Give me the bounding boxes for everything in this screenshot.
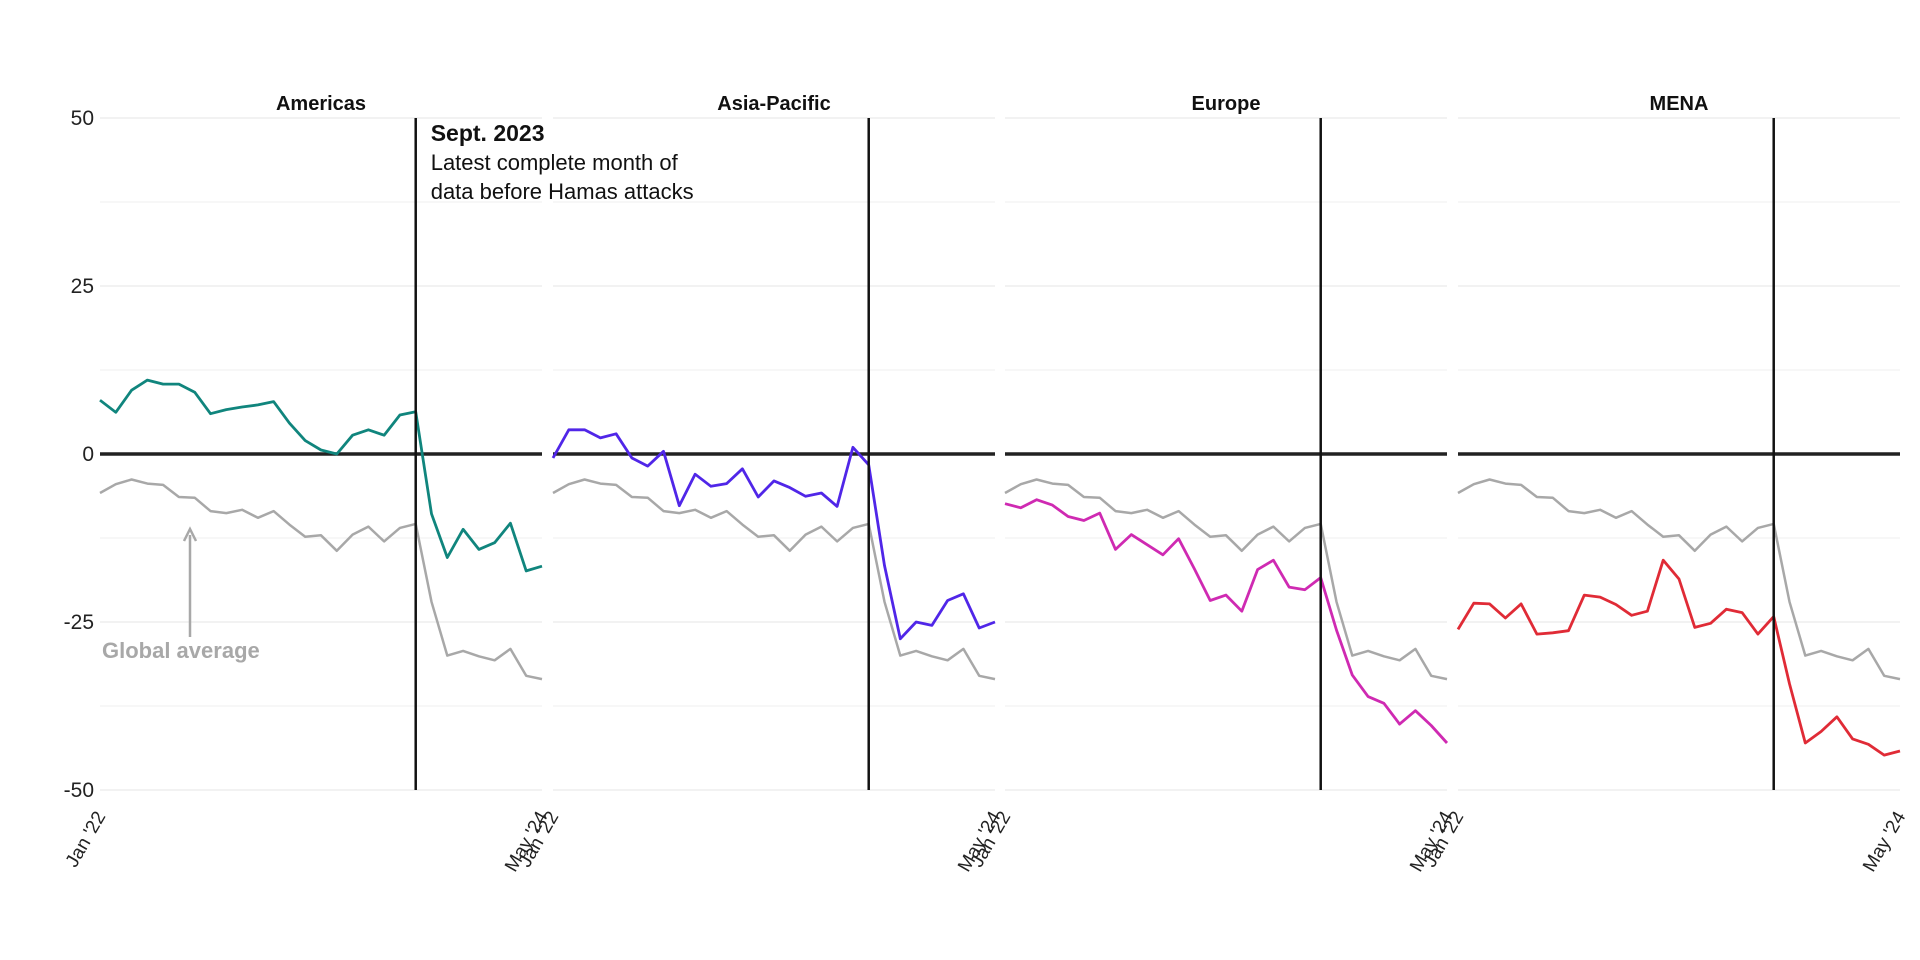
- marker-annotation-title: Sept. 2023: [431, 120, 545, 146]
- global-average-line: [1457, 478, 1901, 681]
- panel-title: Europe: [1192, 93, 1261, 115]
- x-tick-label: May '24: [1859, 808, 1910, 876]
- series-line: [99, 378, 543, 573]
- panel-title: MENA: [1650, 93, 1709, 115]
- series-line: [551, 428, 996, 641]
- series-line: [1004, 498, 1449, 744]
- y-tick-label: -25: [64, 611, 94, 634]
- y-tick-label: 25: [71, 275, 94, 298]
- y-tick-label: 50: [71, 107, 94, 130]
- global-average-label: Global average: [102, 638, 260, 663]
- x-tick-label: Jan '22: [62, 808, 111, 871]
- marker-annotation-text: data before Hamas attacks: [431, 179, 694, 204]
- global-average-line: [552, 478, 996, 681]
- global-average-line: [1004, 478, 1448, 681]
- y-axis: 50 25 0 -25 -50: [64, 107, 94, 802]
- panel-title: Americas: [276, 93, 366, 115]
- y-tick-label: 0: [82, 443, 94, 466]
- y-tick-label: -50: [64, 779, 94, 802]
- annotations: Sept. 2023 Latest complete month of data b…: [102, 120, 694, 663]
- panel-title: Asia-Pacific: [717, 93, 830, 115]
- arrow-head-icon: [182, 526, 198, 542]
- global-average-line: [99, 478, 543, 681]
- marker-annotation-text: Latest complete month of: [431, 150, 679, 175]
- series-line: [1456, 558, 1901, 757]
